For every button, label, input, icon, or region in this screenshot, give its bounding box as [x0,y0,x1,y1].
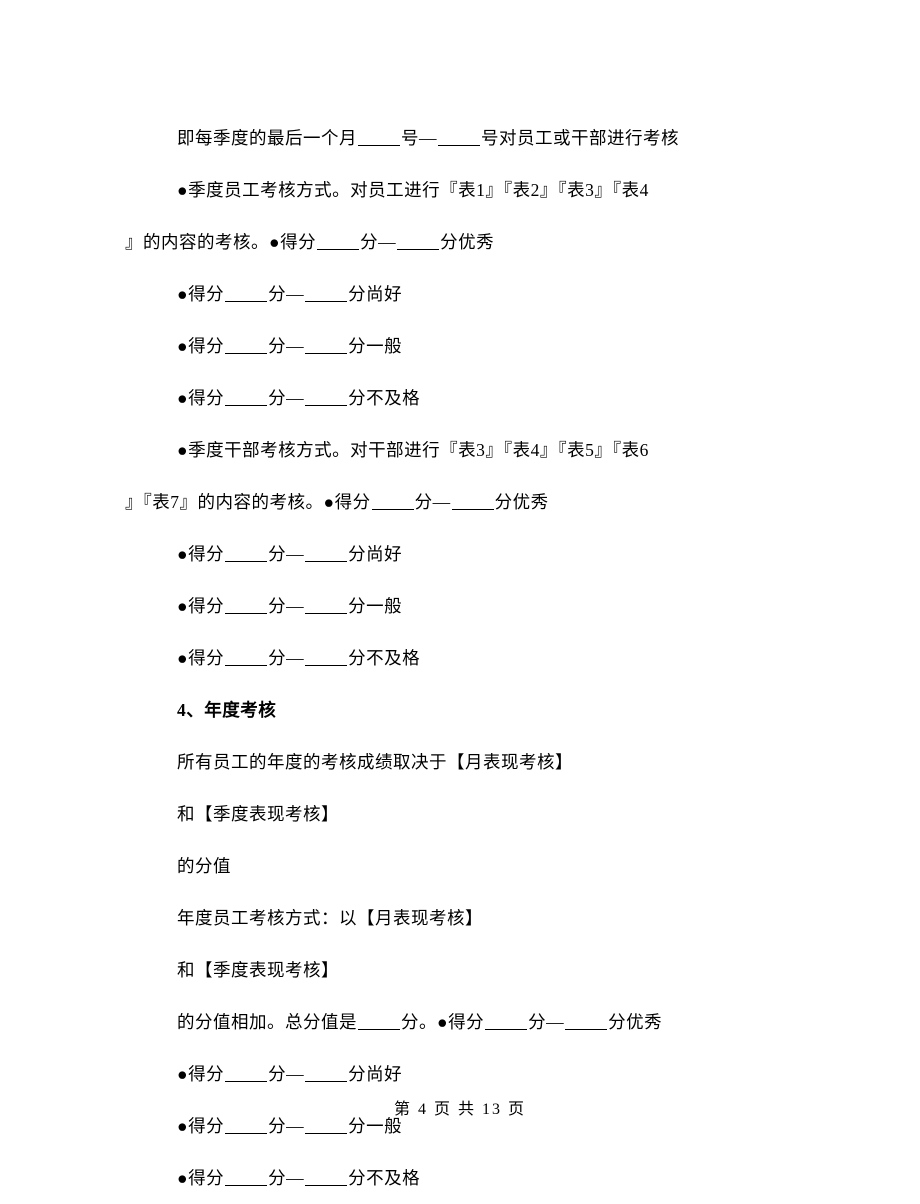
text-line-16: 和【季度表现考核】 [125,944,795,996]
blank-field [305,1118,347,1134]
text-line-12: 所有员工的年度的考核成绩取决于【月表现考核】 [125,736,795,788]
blank-field [305,390,347,406]
text-line-7: 』『表7』的内容的考核。●得分分—分优秀 [125,476,795,528]
blank-field [452,494,494,510]
blank-field [305,650,347,666]
page-content: 即每季度的最后一个月号—号对员工或干部进行考核●季度员工考核方式。对员工进行『表… [0,0,920,1204]
blank-field [225,338,267,354]
text-line-9: ●得分分—分一般 [125,580,795,632]
blank-field [372,494,414,510]
text-line-17: 的分值相加。总分值是分。●得分分—分优秀 [125,996,795,1048]
blank-field [225,286,267,302]
text-line-15: 年度员工考核方式：以【月表现考核】 [125,892,795,944]
text-line-5: ●得分分—分不及格 [125,372,795,424]
text-line-18: ●得分分—分尚好 [125,1048,795,1100]
text-line-13: 和【季度表现考核】 [125,788,795,840]
footer-text: 第 4 页 共 13 页 [394,1101,526,1118]
blank-field [225,650,267,666]
blank-field [565,1014,607,1030]
blank-field [225,1066,267,1082]
text-line-0: 即每季度的最后一个月号—号对员工或干部进行考核 [125,112,795,164]
text-line-20: ●得分分—分不及格 [125,1152,795,1204]
text-line-4: ●得分分—分一般 [125,320,795,372]
blank-field [397,234,439,250]
text-line-3: ●得分分—分尚好 [125,268,795,320]
blank-field [305,286,347,302]
blank-field [485,1014,527,1030]
blank-field [305,1170,347,1186]
blank-field [358,130,400,146]
text-line-11: 4、年度考核 [125,684,795,736]
blank-field [305,598,347,614]
text-line-1: ●季度员工考核方式。对员工进行『表1』『表2』『表3』『表4 [125,164,795,216]
blank-field [358,1014,400,1030]
text-line-10: ●得分分—分不及格 [125,632,795,684]
text-line-6: ●季度干部考核方式。对干部进行『表3』『表4』『表5』『表6 [125,424,795,476]
blank-field [438,130,480,146]
blank-field [305,338,347,354]
blank-field [317,234,359,250]
blank-field [225,546,267,562]
text-line-8: ●得分分—分尚好 [125,528,795,580]
blank-field [225,1118,267,1134]
text-line-2: 』的内容的考核。●得分分—分优秀 [125,216,795,268]
blank-field [305,546,347,562]
blank-field [225,390,267,406]
page-footer: 第 4 页 共 13 页 [0,1095,920,1119]
blank-field [305,1066,347,1082]
text-line-14: 的分值 [125,840,795,892]
blank-field [225,598,267,614]
blank-field [225,1170,267,1186]
